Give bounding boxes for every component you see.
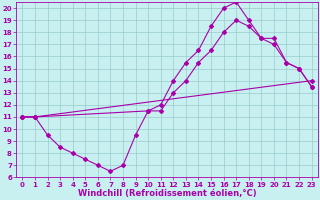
X-axis label: Windchill (Refroidissement éolien,°C): Windchill (Refroidissement éolien,°C) [78, 189, 256, 198]
